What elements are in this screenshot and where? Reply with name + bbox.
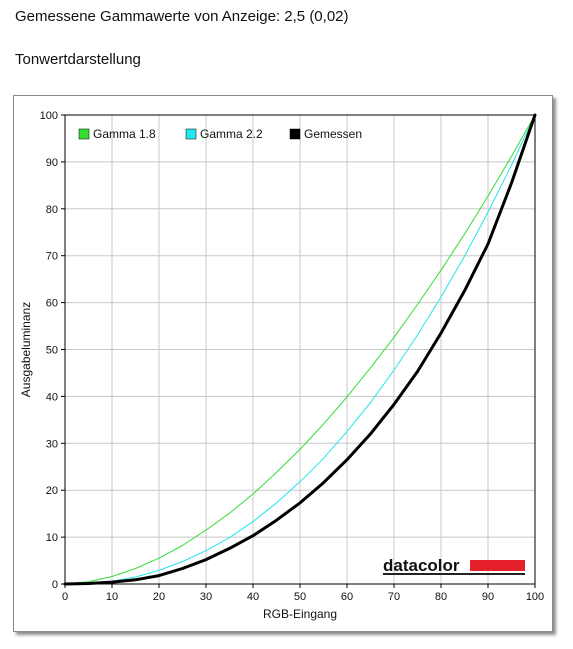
legend-label-3: Gemessen — [304, 127, 362, 141]
x-tick-label: 80 — [435, 591, 447, 603]
x-tick-label: 30 — [200, 591, 212, 603]
measured-gamma-heading: Gemessene Gammawerte von Anzeige: 2,5 (0… — [15, 8, 349, 25]
chart-grid — [65, 115, 535, 584]
y-tick-label: 40 — [46, 391, 58, 403]
section-title: Tonwertdarstellung — [15, 51, 141, 68]
x-tick-label: 90 — [482, 591, 494, 603]
datacolor-logo: datacolor — [383, 556, 525, 575]
y-tick-label: 20 — [46, 485, 58, 497]
legend-swatch-3 — [289, 128, 301, 140]
logo-text: datacolor — [383, 556, 460, 575]
y-tick-label: 70 — [46, 251, 58, 263]
legend: Gamma 1.8 Gamma 2.2 Gemessen — [78, 127, 362, 141]
legend-label-1: Gamma 1.8 — [93, 127, 156, 141]
y-tick-label: 80 — [46, 204, 58, 216]
x-tick-label: 10 — [106, 591, 118, 603]
series-line-1 — [64, 114, 536, 585]
tick-labels: 0 10 20 30 40 50 60 70 80 90 100 0 10 20 30 40 50 60 70 80 9… — [40, 110, 545, 603]
tone-curve-chart: 0 10 20 30 40 50 60 70 80 90 100 0 10 20 30 40 50 60 70 80 9… — [19, 110, 545, 621]
series-layer — [63, 113, 537, 586]
chart-panel: 0 10 20 30 40 50 60 70 80 90 100 0 10 20 30 40 50 60 70 80 9… — [13, 95, 553, 632]
x-tick-label: 50 — [294, 591, 306, 603]
series-line-3 — [63, 113, 537, 586]
y-tick-label: 100 — [40, 110, 58, 122]
y-tick-label: 10 — [46, 532, 58, 544]
legend-swatch-2 — [185, 128, 197, 140]
x-tick-label: 20 — [153, 591, 165, 603]
y-tick-label: 30 — [46, 438, 58, 450]
x-tick-label: 70 — [388, 591, 400, 603]
legend-label-2: Gamma 2.2 — [200, 127, 263, 141]
x-axis-label: RGB-Eingang — [263, 607, 337, 621]
x-tick-label: 0 — [62, 591, 68, 603]
logo-bar — [470, 560, 525, 571]
y-tick-label: 60 — [46, 298, 58, 310]
x-tick-label: 40 — [247, 591, 259, 603]
y-axis-label: Ausgabeluminanz — [19, 302, 33, 397]
y-tick-label: 90 — [46, 157, 58, 169]
y-tick-label: 0 — [52, 579, 58, 591]
legend-swatch-1 — [78, 128, 90, 140]
x-tick-label: 100 — [526, 591, 544, 603]
y-tick-label: 50 — [46, 345, 58, 357]
x-tick-label: 60 — [341, 591, 353, 603]
series-line-2 — [64, 114, 536, 585]
logo-underline — [383, 573, 525, 575]
